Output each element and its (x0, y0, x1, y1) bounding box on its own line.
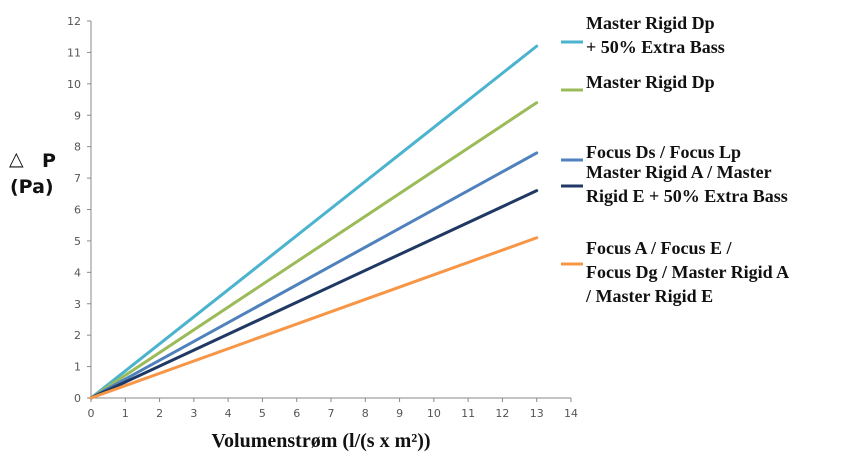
x-tick-label: 2 (156, 407, 163, 420)
y-tick-label: 11 (67, 46, 81, 59)
series-line-2 (89, 101, 539, 400)
legend-label: Focus A / Focus E / (586, 238, 733, 258)
legend-label: Master Rigid Dp (586, 72, 715, 92)
x-tick-label: 0 (88, 407, 95, 420)
y-tick-label: 10 (67, 78, 81, 91)
series-line-3 (89, 151, 539, 400)
y-tick-label: 9 (74, 109, 81, 122)
x-tick-label: 12 (495, 407, 509, 420)
y-tick-label: 4 (74, 266, 81, 279)
legend-label: Focus Dg / Master Rigid A (586, 262, 789, 282)
legend-label: Rigid E + 50% Extra Bass (586, 186, 788, 206)
x-tick-label: 11 (461, 407, 475, 420)
series-lines (89, 44, 539, 400)
y-tick-label: 0 (74, 392, 81, 405)
x-tick-label: 10 (427, 407, 441, 420)
x-axis-label: Volumenstrøm (l/(s x m²)) (211, 430, 430, 452)
legend-label: / Master Rigid E (585, 286, 713, 306)
y-tick-label: 3 (74, 298, 81, 311)
x-tick-label: 8 (362, 407, 369, 420)
legend-label: + 50% Extra Bass (586, 37, 725, 57)
legend-entry-3: Focus Ds / Focus Lp (561, 142, 741, 162)
x-tick-label: 14 (564, 407, 578, 420)
x-tick-label: 5 (259, 407, 266, 420)
x-tick-label: 4 (225, 407, 232, 420)
legend-entry-5: Focus A / Focus E / Focus Dg / Master Rig… (561, 238, 789, 306)
legend-label: Master Rigid A / Master (586, 162, 772, 182)
series-line-1 (89, 44, 539, 400)
y-tick-label: 2 (74, 329, 81, 342)
series-line-5 (89, 236, 539, 400)
y-axis-label: P (42, 150, 56, 172)
legend-entry-2: Master Rigid Dp (561, 72, 715, 92)
x-tick-label: 6 (293, 407, 300, 420)
x-tick-label: 1 (122, 407, 129, 420)
y-axis-symbol: △ (9, 148, 24, 170)
legend-entry-1: Master Rigid Dp + 50% Extra Bass (561, 13, 725, 57)
x-tick-label: 7 (328, 407, 335, 420)
y-tick-label: 1 (74, 361, 81, 374)
y-tick-label: 5 (74, 235, 81, 248)
y-axis-unit: (Pa) (10, 176, 54, 198)
x-tick-label: 9 (396, 407, 403, 420)
y-tick-label: 12 (67, 15, 81, 28)
x-tick-label: 13 (530, 407, 544, 420)
series-line-4 (89, 189, 539, 400)
x-tick-label: 3 (190, 407, 197, 420)
legend-label: Master Rigid Dp (586, 13, 715, 33)
y-tick-label: 7 (74, 172, 81, 185)
legend-entry-4: Master Rigid A / Master Rigid E + 50% Ext… (561, 162, 788, 206)
y-tick-label: 8 (74, 141, 81, 154)
y-tick-label: 6 (74, 204, 81, 217)
legend-label: Focus Ds / Focus Lp (586, 142, 741, 162)
